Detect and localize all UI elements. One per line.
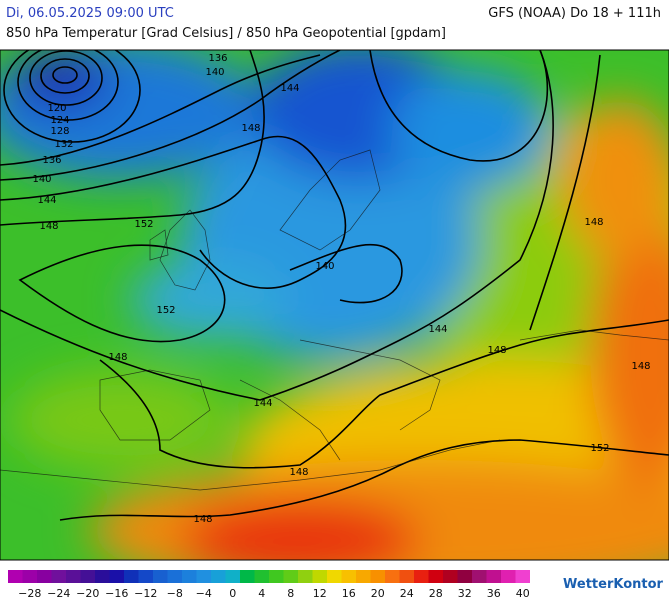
color-swatch [457, 570, 472, 583]
scale-label: −12 [134, 587, 157, 600]
scale-label: −24 [47, 587, 70, 600]
contour-label: 124 [50, 115, 69, 126]
scale-label: 12 [313, 587, 327, 600]
contour-label: 148 [193, 514, 212, 525]
color-swatch [254, 570, 269, 583]
coastlines [0, 149, 669, 491]
brand: WetterKontor [563, 577, 664, 592]
scale-label: −8 [167, 587, 183, 600]
scale-label: 4 [258, 587, 265, 600]
scale-label: 16 [342, 587, 356, 600]
color-swatch [109, 570, 124, 583]
color-swatch [486, 570, 501, 583]
scale-label: 0 [229, 587, 236, 600]
color-swatch [167, 570, 182, 583]
scale-label: 28 [429, 587, 443, 600]
color-swatch [124, 570, 139, 583]
color-swatch [211, 570, 226, 583]
contour-label: 128 [50, 126, 69, 137]
contour-labels: 136 140 144 120 124 128 132 136 140 144 … [32, 53, 650, 525]
color-swatch [138, 570, 153, 583]
scale-label: 20 [371, 587, 385, 600]
contour-label: 152 [134, 219, 153, 230]
color-swatch [515, 570, 530, 583]
scale-label: 40 [516, 587, 530, 600]
contour-label: 148 [108, 352, 127, 363]
scale-label: −20 [76, 587, 99, 600]
color-swatch [80, 570, 95, 583]
contour-label: 148 [39, 221, 58, 232]
contour-label: 148 [289, 467, 308, 478]
contour-label: 148 [584, 217, 603, 228]
color-swatch [37, 570, 52, 583]
color-swatch [472, 570, 487, 583]
color-swatch [312, 570, 327, 583]
color-swatch [269, 570, 284, 583]
color-swatch [95, 570, 110, 583]
contour-label: 140 [205, 67, 224, 78]
scale-label: −28 [18, 587, 41, 600]
contour-label: 152 [590, 443, 609, 454]
scale-label: −16 [105, 587, 128, 600]
color-swatch [240, 570, 255, 583]
scale-label: −4 [196, 587, 212, 600]
color-swatch [370, 570, 385, 583]
geopotential-contours [0, 50, 669, 521]
color-swatch [428, 570, 443, 583]
color-swatch [443, 570, 458, 583]
color-swatch [51, 570, 66, 583]
color-swatch [327, 570, 342, 583]
color-swatch [298, 570, 313, 583]
subtitle: 850 hPa Temperatur [Grad Celsius] / 850 … [6, 26, 447, 41]
color-swatch [196, 570, 211, 583]
contour-label: 144 [428, 324, 447, 335]
color-swatch [283, 570, 298, 583]
contour-label: 144 [253, 398, 272, 409]
color-swatch [501, 570, 516, 583]
scale-label: 8 [287, 587, 294, 600]
color-swatch [153, 570, 168, 583]
model-info: GFS (NOAA) Do 18 + 111h [488, 6, 661, 21]
contour-label: 136 [42, 155, 61, 166]
scale-label: 32 [458, 587, 472, 600]
color-swatch [66, 570, 81, 583]
color-swatch [385, 570, 400, 583]
color-swatch [22, 570, 37, 583]
color-scale: −28 −24 −20 −16 −12 −8 −4 0 4 8 12 16 20 24 28 32 36 40 [8, 570, 530, 600]
contour-label: 140 [32, 174, 51, 185]
contour-label: 120 [47, 103, 66, 114]
contour-label: 152 [156, 305, 175, 316]
color-swatch [182, 570, 197, 583]
contour-label: 148 [487, 345, 506, 356]
contour-label: 140 [315, 261, 334, 272]
contour-label: 144 [280, 83, 299, 94]
color-swatch [8, 570, 23, 583]
color-swatch [225, 570, 240, 583]
color-swatch [356, 570, 371, 583]
contour-label: 148 [631, 361, 650, 372]
temperature-field [0, 50, 669, 560]
color-swatch [341, 570, 356, 583]
color-swatch [399, 570, 414, 583]
contour-label: 136 [208, 53, 227, 64]
contour-label: 148 [241, 123, 260, 134]
contour-label: 144 [37, 195, 56, 206]
datetime: Di, 06.05.2025 09:00 UTC [6, 6, 174, 21]
contour-label: 132 [54, 139, 73, 150]
color-swatch [414, 570, 429, 583]
scale-label: 24 [400, 587, 414, 600]
scale-label: 36 [487, 587, 501, 600]
